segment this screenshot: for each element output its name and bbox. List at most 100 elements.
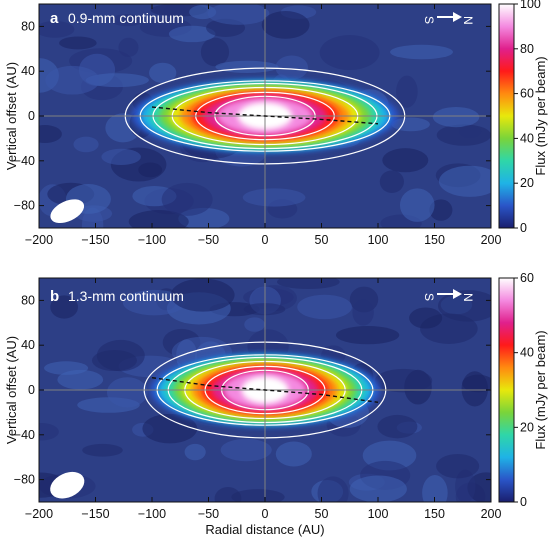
noise-blob	[39, 20, 75, 38]
noise-blob	[436, 453, 480, 479]
noise-blob	[275, 55, 309, 80]
noise-blob	[352, 299, 374, 326]
noise-blob	[149, 62, 177, 84]
noise-blob	[377, 414, 418, 439]
x-tick-label: −200	[25, 507, 53, 521]
y-tick-label: 0	[28, 383, 35, 397]
y-tick-label: 80	[21, 19, 35, 33]
noise-blob	[409, 307, 443, 329]
x-tick-label: 50	[315, 233, 329, 247]
noise-blob	[122, 289, 186, 316]
panel-b: b 1.3-mm continuum S N −200 −150 −100 −50 0 5…	[4, 271, 548, 537]
x-axis-a: −200 −150 −100 −50 0 50 100 150 200	[25, 4, 502, 247]
noise-blob	[382, 148, 429, 173]
colorbar-ticks-b: 60 40 20 0	[514, 271, 534, 509]
noise-blob	[96, 339, 145, 372]
noise-blob	[374, 368, 433, 393]
colorbar-tick-label: 20	[520, 420, 534, 434]
colorbar-b	[498, 277, 515, 503]
panel-title-a: 0.9-mm continuum	[68, 10, 184, 26]
x-tick-label: −100	[138, 507, 166, 521]
noise-blob	[200, 37, 230, 67]
y-axis-label-a: Vertical offset (AU)	[4, 62, 19, 170]
noise-blob	[422, 475, 448, 502]
y-tick-label: 40	[21, 338, 35, 352]
noise-blob	[429, 199, 453, 221]
midplane-curve-a	[151, 106, 379, 125]
noise-blob	[319, 35, 380, 71]
colorbar-a	[498, 3, 515, 229]
colorbar-tick-label: 0	[520, 221, 527, 235]
x-tick-label: 50	[315, 507, 329, 521]
noise-blob	[390, 44, 453, 60]
x-tick-label: −150	[81, 507, 109, 521]
noise-blob	[242, 188, 306, 207]
noise-blob	[461, 371, 488, 407]
noise-blob	[231, 489, 285, 502]
noise-blob	[73, 136, 99, 153]
x-tick-label: 0	[262, 233, 269, 247]
x-tick-label: 200	[481, 233, 502, 247]
noise-blob	[45, 65, 100, 95]
noise-blob	[432, 107, 480, 128]
noise-blob	[111, 14, 144, 27]
beam-ellipse-b	[50, 471, 85, 499]
orientation-right-b: N	[461, 293, 475, 302]
colorbar-tick-label: 80	[520, 42, 534, 56]
noise-blob	[101, 148, 141, 166]
y-axis-label-b: Vertical offset (AU)	[4, 336, 19, 444]
noise-blob	[297, 294, 352, 320]
noise-blob	[50, 295, 79, 319]
orientation-left-a: S	[422, 16, 436, 24]
x-axis-b: −200 −150 −100 −50 0 50 100 150 200	[25, 278, 502, 521]
midplane-curve-b	[151, 377, 379, 403]
noise-blob	[399, 188, 435, 222]
orientation-indicator-b: S N	[422, 289, 475, 302]
noise-blob	[168, 25, 216, 43]
orientation-left-b: S	[422, 293, 436, 301]
panel-letter-a: a	[50, 10, 59, 27]
noise-blob	[170, 278, 235, 312]
noise-blob	[128, 210, 189, 228]
x-tick-label: 150	[424, 507, 445, 521]
noise-blob	[335, 326, 400, 345]
x-tick-label: 150	[424, 233, 445, 247]
x-tick-label: 100	[368, 233, 389, 247]
orientation-arrow-head-a	[453, 12, 462, 22]
y-tick-label: −40	[14, 428, 35, 442]
noise-blob	[275, 441, 312, 467]
colorbar-label-a: Flux (mJy per beam)	[533, 56, 548, 175]
noise-blob	[82, 443, 123, 457]
noise-blob	[57, 369, 104, 390]
orientation-indicator-a: S N	[422, 12, 475, 25]
noise-blob	[59, 36, 97, 50]
noise-blob	[349, 475, 407, 502]
noise-blob	[261, 11, 310, 39]
noise-blob	[207, 4, 270, 25]
noise-blob	[85, 73, 149, 88]
noise-blob	[220, 438, 272, 462]
x-tick-label: 200	[481, 507, 502, 521]
noise-blob	[317, 476, 349, 502]
colorbar-tick-label: 40	[520, 131, 534, 145]
noise-blob	[142, 413, 198, 444]
y-tick-label: 0	[28, 109, 35, 123]
noise-blob	[163, 4, 188, 19]
noise-blob	[215, 60, 279, 73]
noise-blob	[39, 422, 59, 441]
colorbar-tick-label: 100	[520, 0, 541, 11]
colorbar-tick-label: 20	[520, 176, 534, 190]
colorbar-tick-label: 40	[520, 346, 534, 360]
noise-blob	[244, 317, 265, 332]
colorbar-tick-label: 60	[520, 87, 534, 101]
panel-title-b: 1.3-mm continuum	[68, 288, 184, 304]
noise-blob	[438, 165, 491, 197]
x-tick-label: −200	[25, 233, 53, 247]
x-tick-label: 100	[368, 507, 389, 521]
orientation-right-a: N	[461, 16, 475, 25]
y-tick-label: −80	[14, 473, 35, 487]
noise-blob	[458, 125, 482, 139]
noise-blob	[118, 37, 139, 58]
noise-blob	[138, 162, 163, 178]
